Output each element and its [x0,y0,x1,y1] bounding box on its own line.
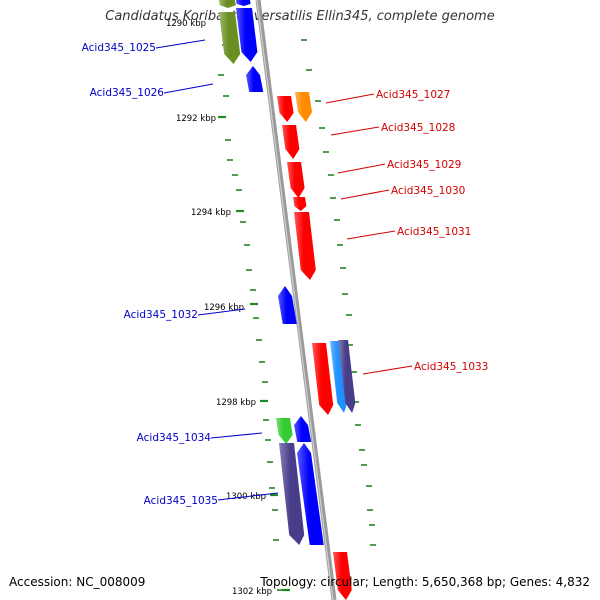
map-title: Candidatus Koribacter versatilis Ellin34… [105,9,495,24]
gene-red-1033 [312,343,334,415]
gene-leader-line [155,39,206,49]
gene-blue-top [236,0,251,6]
gene-label[interactable]: Acid345_1030 [391,185,465,197]
scale-label: 1290 kbp [166,19,206,29]
gene-red-bottom [333,552,352,600]
accession-text: Accession: NC_008009 [9,575,146,589]
gene-leader-line [340,189,390,200]
gene-leader-line [362,365,413,375]
gene-leader-line [325,93,375,104]
gene-blue-1026 [246,66,264,92]
gene-label[interactable]: Acid345_1031 [397,226,471,238]
gene-red-1028 [282,125,300,159]
gene-label[interactable]: Acid345_1029 [387,159,461,171]
gene-olive-top [219,0,236,8]
gene-label[interactable]: Acid345_1034 [137,432,212,444]
scale-label: 1298 kbp [216,398,256,408]
gene-red-1029 [287,162,305,198]
gene-blue-1032 [278,286,297,324]
gene-label[interactable]: Acid345_1025 [82,42,156,54]
gene-label[interactable]: Acid345_1035 [144,495,218,507]
gene-orange-1027 [295,92,312,122]
gene-leader-line [163,83,214,94]
gene-olive [219,12,241,64]
gene-blue-small [294,416,312,442]
scale-label: 1292 kbp [176,114,216,124]
gene-label[interactable]: Acid345_1026 [90,87,165,99]
gene-label[interactable]: Acid345_1028 [381,122,455,134]
gene-blue-long [297,443,324,545]
gene-leader-line [217,492,279,501]
gene-cyan-1033 [330,341,348,413]
gene-leader-line [330,126,380,136]
genome-summary-text: Topology: circular; Length: 5,650,368 bp… [260,575,590,589]
genome-backbone [255,0,337,600]
gene-leader-line [210,432,263,439]
gene-label[interactable]: Acid345_1033 [414,361,488,373]
gene-label[interactable]: Acid345_1027 [376,89,450,101]
gene-navy-1033 [338,340,356,413]
gene-red-1031 [294,212,316,280]
gene-navy-1035 [279,443,305,545]
scale-label: 1296 kbp [204,303,244,313]
gene-label[interactable]: Acid345_1032 [124,309,198,321]
scale-label: 1294 kbp [191,208,231,218]
gene-leader-line [346,230,396,240]
gene-leader-line [337,163,386,174]
gene-red-1027 [277,96,294,122]
scale-label: 1302 kbp [232,587,272,597]
genome-backbone-highlight [256,0,334,600]
gene-blue-1025 [236,8,258,62]
gene-leader-line [197,308,246,316]
gene-green-1034 [276,418,293,444]
gene-red-1030 [293,197,307,211]
